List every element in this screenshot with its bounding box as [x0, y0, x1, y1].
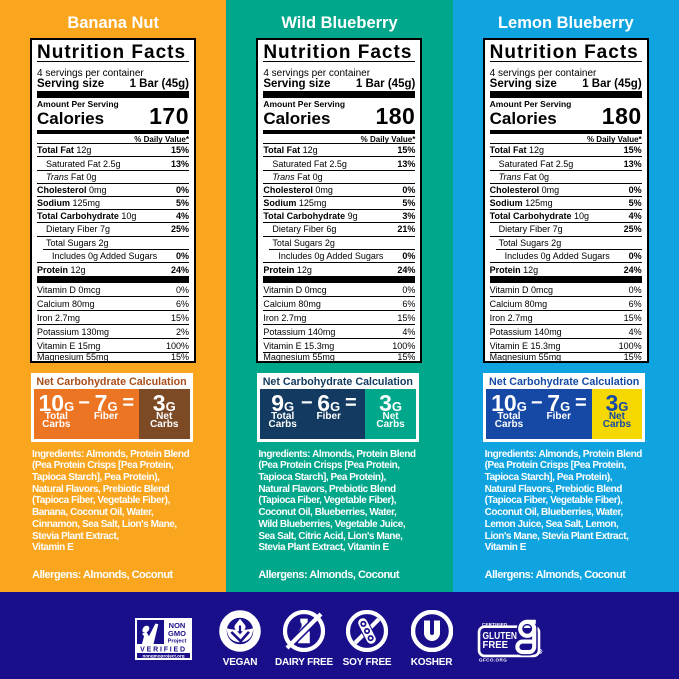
svg-text:GFCO.ORG: GFCO.ORG [479, 658, 507, 663]
svg-text:FREE: FREE [483, 640, 509, 651]
svg-text:R: R [539, 650, 542, 654]
svg-text:GLUTEN: GLUTEN [483, 631, 518, 642]
svg-text:nongmoproject.org: nongmoproject.org [142, 653, 184, 658]
svg-text:GMO: GMO [168, 629, 186, 638]
svg-text:VERIFIED: VERIFIED [140, 647, 187, 654]
svg-text:Project: Project [168, 639, 187, 645]
svg-text:NON: NON [169, 621, 186, 630]
svg-text:CERTIFIED: CERTIFIED [482, 622, 508, 627]
